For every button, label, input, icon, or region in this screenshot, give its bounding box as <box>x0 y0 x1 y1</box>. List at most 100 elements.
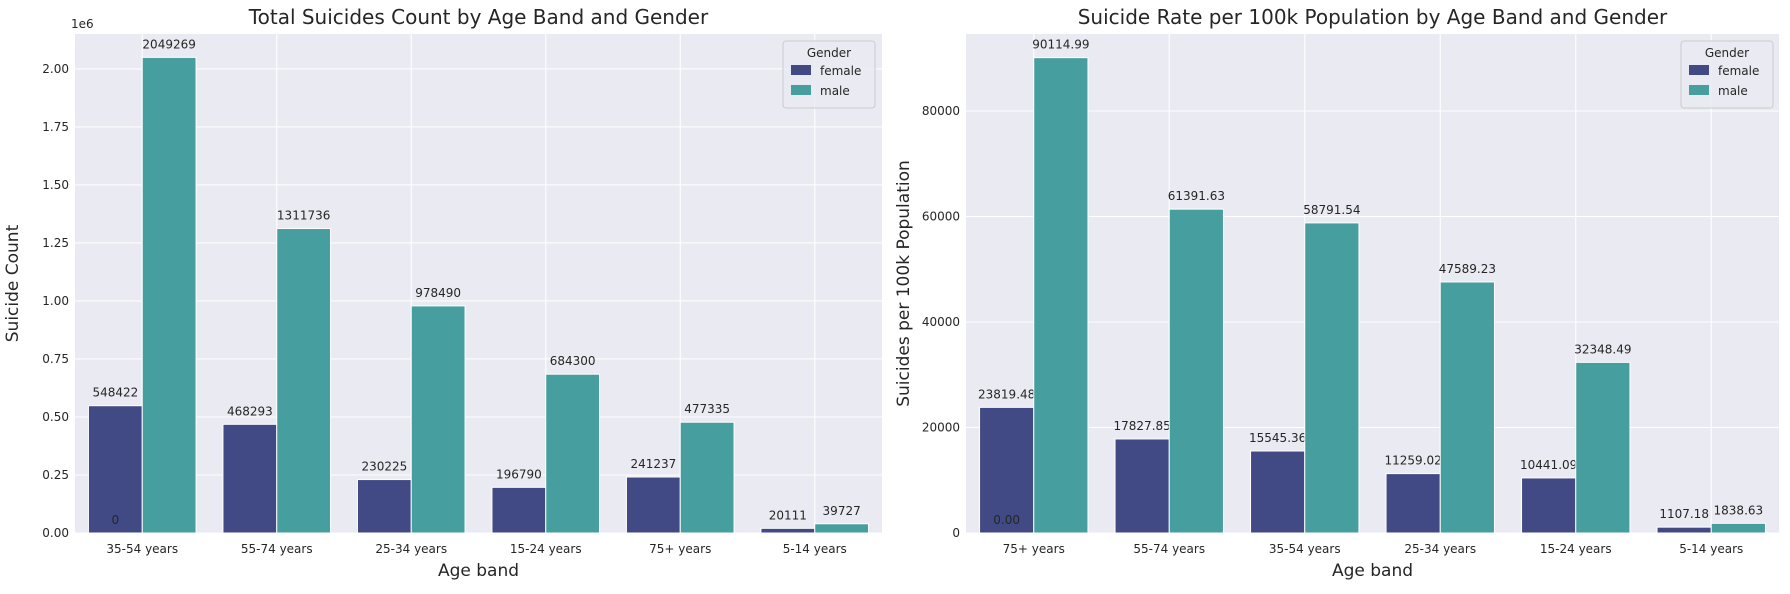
bar-male <box>1304 222 1360 534</box>
legend: Gender female male <box>782 40 876 109</box>
bar-value-label: 10441.09 <box>1520 458 1577 472</box>
bar-male <box>1168 208 1224 534</box>
bar-female <box>87 405 143 534</box>
zero-value-label: 0.00 <box>993 513 1020 527</box>
bar-male <box>1710 522 1766 534</box>
y-axis-label: Suicides per 100k Population <box>894 160 914 407</box>
y-tick-label: 20000 <box>922 421 960 435</box>
y-tick-label: 1.75 <box>42 120 69 134</box>
y-tick-label: 0.50 <box>42 410 69 424</box>
bar-female <box>1521 477 1577 534</box>
x-tick-label: 35-54 years <box>1269 542 1341 556</box>
bar-value-label: 1838.63 <box>1714 503 1764 517</box>
bar-male <box>814 523 870 534</box>
y-axis-label: Suicide Count <box>3 224 23 342</box>
bar-value-label: 196790 <box>496 467 542 481</box>
bar-value-label: 548422 <box>92 386 138 400</box>
x-axis-label: Age band <box>1332 561 1413 581</box>
bar-female <box>1656 526 1712 534</box>
x-tick-label: 25-34 years <box>1404 542 1476 556</box>
zero-value-label: 0 <box>112 513 120 527</box>
bar-value-label: 39727 <box>823 504 861 518</box>
legend-swatch-male <box>1689 85 1709 95</box>
bar-male <box>1575 361 1631 534</box>
bar-value-label: 17827.85 <box>1114 419 1171 433</box>
bar-value-label: 58791.54 <box>1303 203 1360 217</box>
chart-title: Suicide Rate per 100k Population by Age … <box>1078 5 1668 29</box>
y-tick-label: 0.00 <box>42 526 69 540</box>
chart-total-suicides: 0.00 0.25 0.50 0.75 1.00 1.25 1.50 1.75 2.00 5484… <box>3 5 882 581</box>
legend-entry-male: male <box>820 84 850 98</box>
bar-male <box>1439 281 1495 534</box>
bar-male <box>679 421 735 534</box>
y-tick-label: 40000 <box>922 315 960 329</box>
x-tick-label: 75+ years <box>649 542 711 556</box>
bar-value-label: 230225 <box>361 460 407 474</box>
x-tick-label: 25-34 years <box>375 542 447 556</box>
bar-male <box>410 305 466 534</box>
bar-value-label: 1107.18 <box>1659 507 1709 521</box>
y-tick-label: 60000 <box>922 210 960 224</box>
bar-female <box>979 406 1035 534</box>
legend-title: Gender <box>807 46 851 60</box>
x-tick-label: 5-14 years <box>1679 542 1743 556</box>
bar-female <box>760 527 816 534</box>
legend-swatch-female <box>1689 65 1709 75</box>
x-axis-label: Age band <box>438 561 519 581</box>
bar-male <box>276 228 332 534</box>
legend-swatch-male <box>791 85 811 95</box>
y-tick-label: 1.25 <box>42 236 69 250</box>
bar-male <box>1033 57 1089 534</box>
x-tick-label: 55-74 years <box>1133 542 1205 556</box>
x-tick-label: 15-24 years <box>510 542 582 556</box>
bar-female <box>356 479 412 534</box>
bar-male <box>545 373 601 534</box>
y-tick-label: 0.75 <box>42 352 69 366</box>
plot-area <box>966 34 1779 533</box>
bar-value-label: 978490 <box>415 286 461 300</box>
y-tick-label: 80000 <box>922 104 960 118</box>
bar-male <box>141 56 197 534</box>
y-tick-label: 1.00 <box>42 294 69 308</box>
bar-value-label: 32348.49 <box>1574 342 1631 356</box>
bar-value-label: 684300 <box>550 354 596 368</box>
chart-suicide-rate: 0 20000 40000 60000 80000 23819.48 17827.85 155… <box>894 5 1779 581</box>
bar-value-label: 15545.36 <box>1249 431 1306 445</box>
legend-entry-female: female <box>1718 64 1759 78</box>
x-tick-label: 55-74 years <box>241 542 313 556</box>
bar-value-label: 23819.48 <box>978 387 1035 401</box>
bar-female <box>1385 473 1441 534</box>
bar-value-label: 2049269 <box>142 37 195 51</box>
legend-title: Gender <box>1705 46 1749 60</box>
plot-area <box>75 34 882 533</box>
bar-value-label: 477335 <box>684 402 730 416</box>
y-tick-label: 1.50 <box>42 178 69 192</box>
x-tick-label: 5-14 years <box>783 542 847 556</box>
y-tick-label: 0.25 <box>42 468 69 482</box>
bar-value-label: 1311736 <box>277 209 330 223</box>
bar-value-label: 90114.99 <box>1032 38 1089 52</box>
legend-entry-female: female <box>820 64 861 78</box>
y-tick-label: 0 <box>952 526 960 540</box>
bar-value-label: 20111 <box>769 508 807 522</box>
bar-female <box>1114 438 1170 534</box>
bar-value-label: 468293 <box>227 404 273 418</box>
x-tick-label: 75+ years <box>1003 542 1065 556</box>
chart-title: Total Suicides Count by Age Band and Gen… <box>248 5 709 29</box>
bar-female <box>625 476 681 534</box>
legend-swatch-female <box>791 65 811 75</box>
y-offset-label: 1e6 <box>71 17 94 31</box>
bar-value-label: 47589.23 <box>1439 262 1496 276</box>
bar-value-label: 11259.02 <box>1385 454 1442 468</box>
bar-value-label: 241237 <box>630 457 676 471</box>
x-tick-label: 35-54 years <box>106 542 178 556</box>
x-tick-label: 15-24 years <box>1540 542 1612 556</box>
bar-value-label: 61391.63 <box>1168 189 1225 203</box>
legend-entry-male: male <box>1718 84 1748 98</box>
bar-female <box>491 486 547 534</box>
bar-female <box>222 423 278 534</box>
legend: Gender female male <box>1680 40 1774 109</box>
y-tick-label: 2.00 <box>42 62 69 76</box>
